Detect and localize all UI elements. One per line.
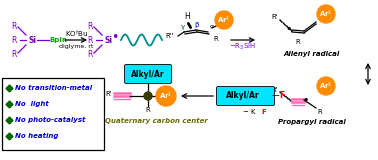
Text: γ: γ [181, 24, 185, 30]
Text: No  light: No light [15, 101, 49, 107]
Text: •: • [111, 31, 119, 44]
Text: F: F [279, 92, 285, 100]
Circle shape [317, 5, 335, 23]
Text: R: R [146, 107, 150, 113]
Text: Alkyl/Ar: Alkyl/Ar [131, 69, 165, 79]
Circle shape [156, 86, 176, 106]
Circle shape [215, 11, 233, 29]
Text: R: R [318, 109, 322, 115]
Text: R: R [87, 36, 93, 44]
Text: $-$ K: $-$ K [242, 108, 257, 116]
Text: R: R [296, 39, 301, 45]
FancyBboxPatch shape [124, 64, 172, 84]
Text: R: R [214, 36, 218, 42]
Text: •: • [303, 95, 309, 105]
Text: R: R [87, 21, 93, 31]
Text: •: • [286, 24, 292, 34]
Text: R: R [11, 49, 17, 59]
Text: R: R [11, 36, 17, 44]
Text: R': R' [271, 14, 278, 20]
Text: —: — [271, 92, 279, 100]
Bar [2, 78, 104, 150]
Text: Alkyl/Ar: Alkyl/Ar [226, 92, 260, 100]
Text: $-$R$_3$SiH: $-$R$_3$SiH [229, 42, 257, 52]
Text: No photo-catalyst: No photo-catalyst [15, 117, 85, 123]
Circle shape [317, 77, 335, 95]
Text: KO$^t$Bu: KO$^t$Bu [65, 28, 87, 39]
Text: Ar$^1$: Ar$^1$ [159, 90, 173, 102]
Text: Si: Si [104, 36, 112, 44]
Text: –: – [46, 37, 50, 43]
Text: R: R [87, 49, 93, 59]
Text: Ar$^1$: Ar$^1$ [217, 14, 231, 26]
Text: Si: Si [28, 36, 36, 44]
Circle shape [144, 92, 152, 100]
Text: R': R' [271, 87, 278, 93]
Text: R'': R'' [166, 33, 174, 39]
Text: F: F [261, 109, 266, 115]
Text: Propargyl radical: Propargyl radical [278, 119, 346, 125]
Text: Allenyl radical: Allenyl radical [284, 51, 340, 57]
Text: No heating: No heating [15, 133, 58, 139]
Text: Ar$^1$: Ar$^1$ [319, 80, 333, 92]
Text: Quaternary carbon center: Quaternary carbon center [105, 118, 208, 124]
Text: H: H [184, 12, 190, 20]
FancyBboxPatch shape [217, 87, 274, 105]
Text: Ar$^1$: Ar$^1$ [319, 8, 333, 20]
Text: R': R' [105, 91, 112, 97]
Text: α: α [210, 24, 214, 28]
Text: diglyme, rt: diglyme, rt [59, 44, 93, 48]
Text: R: R [11, 21, 17, 31]
Text: β: β [195, 22, 199, 28]
Text: No transition-metal: No transition-metal [15, 85, 92, 91]
Text: Bpin: Bpin [49, 37, 67, 43]
